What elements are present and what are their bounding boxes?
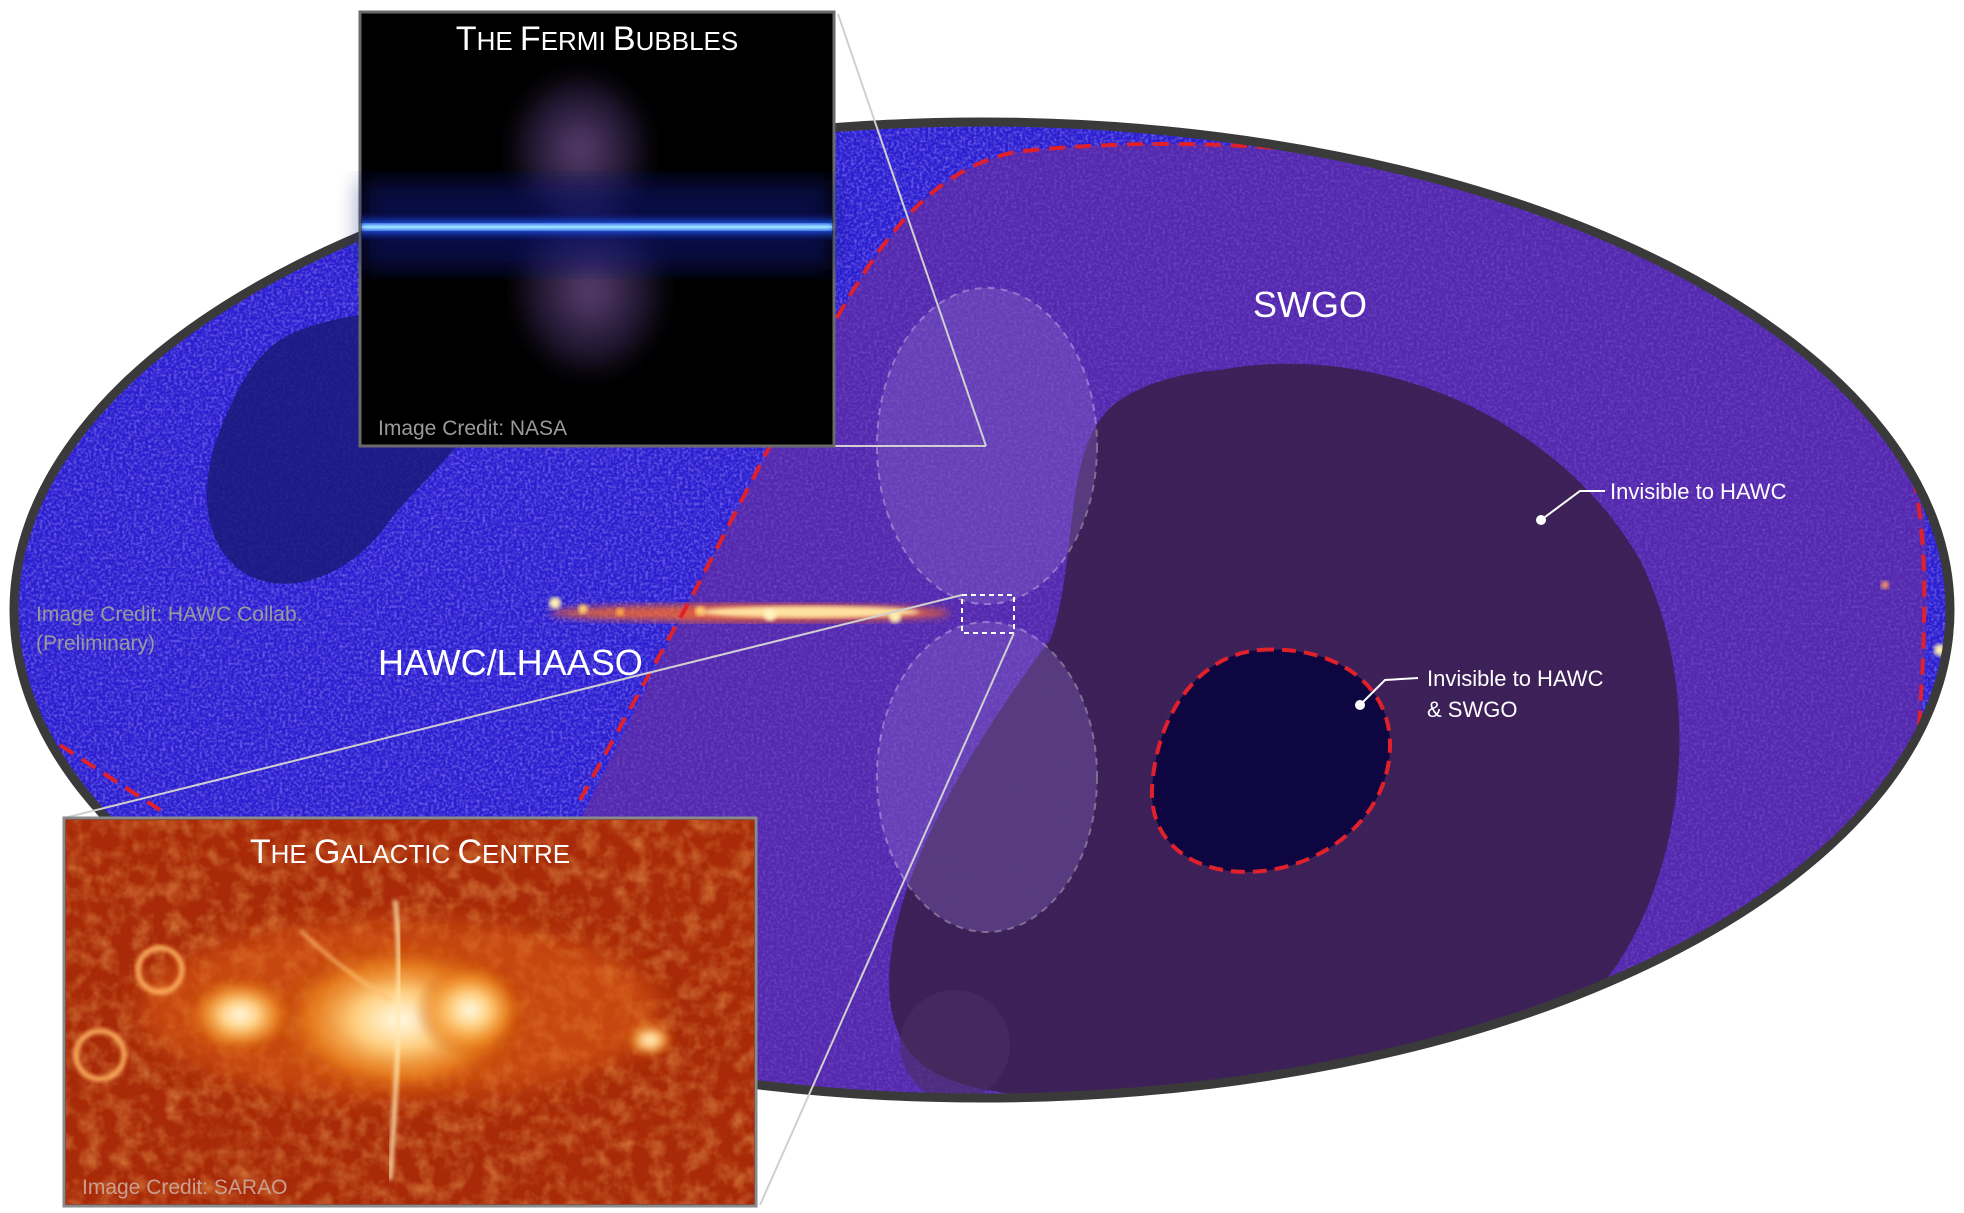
invisible-both-label-line1: Invisible to HAWC [1427,666,1604,691]
invisible-hawc-pointer-dot [1536,515,1546,525]
invisible-hawc-label: Invisible to HAWC [1610,479,1787,504]
invisible-both-region [1149,647,1393,874]
invisible-both-pointer-dot [1355,700,1365,710]
swgo-label: SWGO [1253,284,1367,325]
hawc-credit-line1: Image Credit: HAWC Collab. [36,603,303,626]
fermi-bubbles-inset [358,10,836,448]
fermi-bubble-north [876,287,1098,605]
galactic-inset-title: THE GALACTIC CENTRE [249,833,571,871]
galactic-centre-inset [62,816,758,1208]
sarao-credit: Image Credit: SARAO [82,1176,288,1199]
fermi-bubble-south [876,621,1098,933]
invisible-both-label-line2: & SWGO [1427,697,1518,722]
hawc-lhaaso-label: HAWC/LHAASO [378,642,643,683]
fermi-inset-title: THE FERMI BUBBLES [455,20,739,58]
hawc-credit-line2: (Preliminary) [36,632,156,655]
zoom-connectors [63,13,1015,1206]
galactic-plane-emission [549,581,1946,656]
label-leaders [1359,490,1605,706]
nasa-credit: Image Credit: NASA [378,417,568,440]
